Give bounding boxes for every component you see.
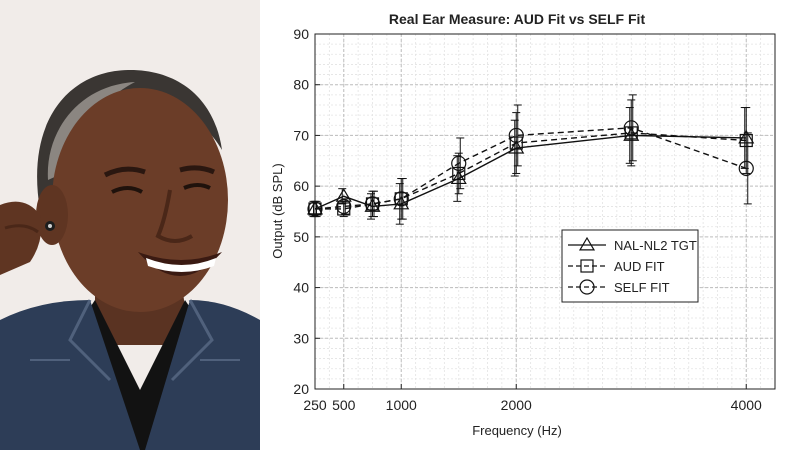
legend-label-aud-fit: AUD FIT <box>614 259 665 274</box>
series-line-self-fit <box>314 127 747 210</box>
data-point-self-fit <box>393 191 409 207</box>
series-line-aud-fit <box>315 132 747 210</box>
y-tick-label: 70 <box>293 127 309 143</box>
y-tick-label: 80 <box>293 77 309 93</box>
series-line-nal-nl2-tgt <box>314 134 747 210</box>
real-ear-measure-chart: Real Ear Measure: AUD Fit vs SELF Fit 20… <box>260 0 800 450</box>
legend-marker-self-fit <box>579 279 595 295</box>
x-tick-label: 250 <box>303 397 327 413</box>
y-tick-label: 60 <box>293 178 309 194</box>
data-point-aud-fit <box>394 192 408 206</box>
data-point-self-fit <box>336 198 352 215</box>
x-tick-label: 500 <box>332 397 356 413</box>
x-axis-label: Frequency (Hz) <box>472 423 562 438</box>
y-tick-label: 90 <box>293 26 309 42</box>
data-point-aud-fit <box>739 133 753 148</box>
x-tick-label: 1000 <box>386 397 417 413</box>
legend-label-self-fit: SELF FIT <box>614 280 670 295</box>
photo-illustration <box>0 0 260 450</box>
data-point-aud-fit <box>452 166 466 181</box>
y-axis-label: Output (dB SPL) <box>270 163 285 258</box>
plot-area: 20 30 40 50 60 70 80 90 250 500 1000 2000 4000 <box>293 26 776 413</box>
data-point-self-fit <box>508 127 524 144</box>
y-tick-label: 20 <box>293 381 309 397</box>
y-tick-label: 50 <box>293 229 309 245</box>
data-point-self-fit <box>623 120 639 136</box>
data-point-aud-fit <box>624 126 638 140</box>
x-tick-label: 2000 <box>501 397 532 413</box>
y-tick-label: 30 <box>293 330 309 346</box>
hearing-aid-user-photo <box>0 0 260 450</box>
chart-title: Real Ear Measure: AUD Fit vs SELF Fit <box>389 11 646 27</box>
data-point-self-fit <box>451 155 467 171</box>
y-tick-label: 40 <box>293 280 309 296</box>
chart-svg: Real Ear Measure: AUD Fit vs SELF Fit 20… <box>270 11 776 438</box>
data-point-self-fit <box>364 196 381 212</box>
legend-label-nal-nl2-tgt: NAL-NL2 TGT <box>614 238 697 253</box>
data-point-aud-fit <box>509 136 523 150</box>
legend-marker-nal-nl2-tgt <box>578 236 596 251</box>
data-point-self-fit <box>738 160 754 176</box>
x-tick-label: 4000 <box>731 397 762 413</box>
data-point-self-fit <box>307 201 323 217</box>
legend: NAL-NL2 TGT AUD FIT SELF FIT <box>561 229 699 303</box>
legend-marker-aud-fit <box>580 259 594 273</box>
